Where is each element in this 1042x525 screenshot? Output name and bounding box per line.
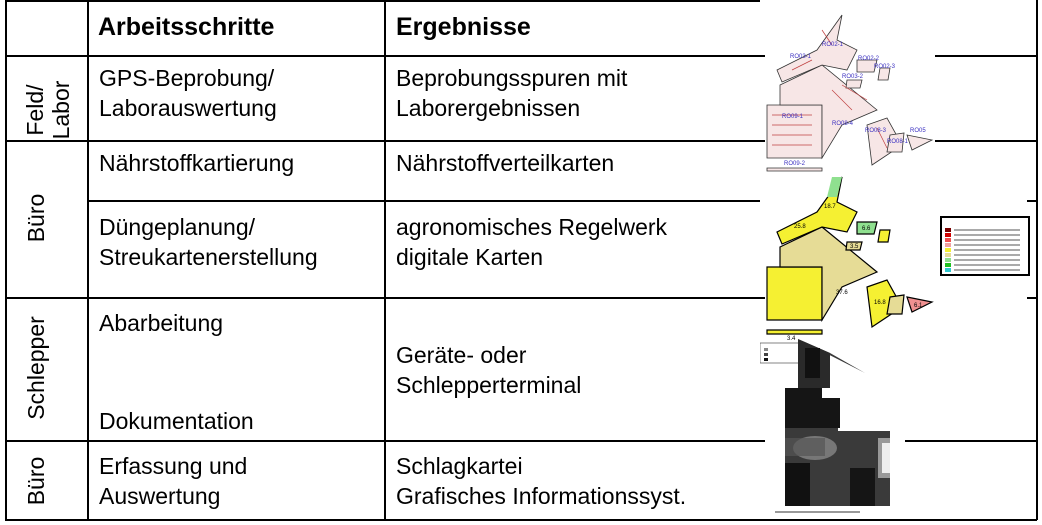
- map-label: RO08-3: [865, 128, 887, 134]
- row-divider: [1027, 200, 1037, 202]
- map-label: RO08-4: [832, 121, 854, 127]
- column-divider: [87, 0, 89, 520]
- step-duengeplanung: Düngeplanung/Streukartenerstellung: [99, 214, 318, 270]
- map-value: 25.8: [794, 224, 806, 230]
- phase-buero-2: Büro: [23, 456, 49, 506]
- table-left-border: [5, 0, 7, 520]
- map-label: RO02-3: [874, 64, 896, 70]
- map-legend: [940, 216, 1030, 276]
- map-label: RO05: [910, 128, 926, 134]
- map-value: 3.5: [850, 244, 859, 250]
- map-label: RO03-1: [790, 54, 812, 60]
- result-verteilkarten: Nährstoffverteilkarten: [396, 150, 615, 176]
- row-divider: [935, 55, 1037, 57]
- column-divider: [384, 0, 386, 520]
- phase-feld-labor: Feld/Labor: [22, 80, 74, 140]
- row-divider: [905, 440, 1037, 442]
- row-divider: [88, 200, 760, 202]
- result-regelwerk: agronomisches Regelwerk digitale Karten: [396, 214, 668, 270]
- map-label: RO09-2: [784, 161, 806, 167]
- step-naehrstoffkartierung: Nährstoffkartierung: [99, 150, 295, 176]
- result-beprobungsspuren: Beprobungsspuren mit Laborergebnissen: [396, 65, 628, 121]
- nutrient-distribution-map: 18.7 25.8 6.6 3.5 37.6 16.8 6.1 3.4: [766, 176, 934, 342]
- map-label: RO02-2: [858, 56, 880, 62]
- map-label: RO09-1: [782, 114, 804, 120]
- map-value: 37.6: [836, 290, 848, 296]
- map-value: 3.4: [787, 336, 796, 342]
- table-right-border: [1036, 0, 1038, 520]
- table-bottom-border: [5, 519, 1037, 521]
- row-divider: [1027, 297, 1037, 299]
- map-value: 16.8: [874, 300, 886, 306]
- sampling-track-map: RO02-1 RO03-1 RO02-2 RO02-3 RO03-2 RO09-…: [766, 14, 934, 172]
- phase-schlepper: Schlepper: [23, 316, 49, 420]
- step-abarbeitung: Abarbeitung: [99, 310, 224, 336]
- map-label: RO02-1: [822, 42, 844, 48]
- step-dokumentation: Dokumentation: [99, 408, 254, 434]
- step-gps: GPS-Beprobung/Laborauswertung: [99, 65, 277, 121]
- step-erfassung: Erfassung und Auswertung: [99, 453, 248, 509]
- row-divider: [935, 140, 1037, 142]
- yield-map: [760, 339, 890, 513]
- result-schlagkartei: Schlagkartei Grafisches Informationssyst.: [396, 453, 687, 509]
- map-value: 18.7: [824, 204, 836, 210]
- map-label: RO03-2: [842, 74, 864, 80]
- header-steps: Arbeitsschritte: [98, 13, 275, 41]
- map-value: 6.6: [862, 226, 871, 232]
- header-results: Ergebnisse: [396, 13, 531, 41]
- map-value: 6.1: [914, 303, 923, 309]
- phase-buero: Büro: [23, 193, 49, 243]
- result-terminal: Geräte- oder Schlepperterminal: [396, 342, 582, 398]
- table-top-border: [5, 0, 760, 2]
- map-label: RO08-1: [887, 139, 909, 145]
